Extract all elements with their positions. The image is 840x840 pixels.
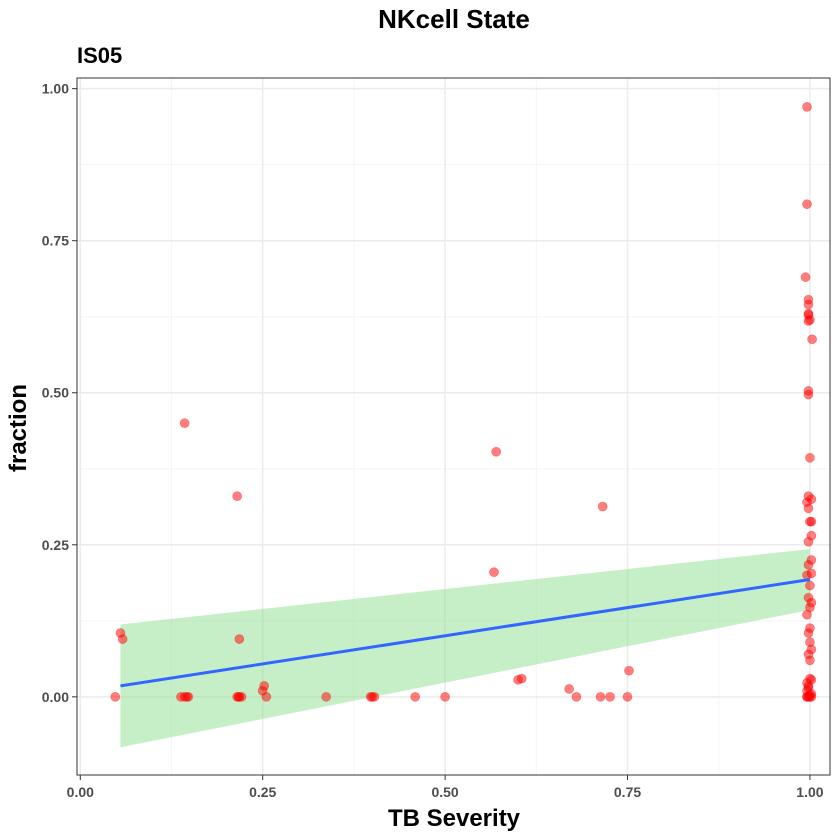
data-point bbox=[805, 655, 815, 666]
data-point bbox=[491, 446, 502, 457]
data-point bbox=[259, 680, 270, 691]
y-tick-label: 0.50 bbox=[42, 385, 69, 401]
data-point bbox=[183, 691, 194, 702]
data-point bbox=[802, 199, 812, 210]
y-axis: 0.00 0.25 0.50 0.75 1.00 bbox=[42, 81, 77, 705]
data-point bbox=[571, 691, 582, 702]
x-axis-title: TB Severity bbox=[388, 805, 521, 832]
data-point bbox=[802, 101, 812, 112]
data-point bbox=[803, 628, 814, 638]
data-point bbox=[803, 559, 814, 570]
data-point bbox=[803, 503, 814, 514]
grid-minor bbox=[77, 78, 830, 775]
data-point bbox=[234, 634, 245, 644]
panel-border bbox=[76, 77, 831, 776]
y-tick-label: 1.00 bbox=[42, 81, 69, 97]
x-axis: 0.00 0.25 0.50 0.75 1.00 bbox=[67, 775, 824, 800]
x-tick-label: 0.50 bbox=[431, 784, 458, 800]
points-layer bbox=[110, 101, 818, 702]
data-point bbox=[440, 691, 451, 702]
data-point bbox=[595, 691, 606, 702]
chart-title: NKcell State bbox=[378, 4, 530, 34]
confidence-band bbox=[120, 549, 810, 748]
data-point bbox=[605, 691, 615, 702]
y-tick-label: 0.00 bbox=[42, 689, 69, 705]
data-point bbox=[321, 691, 332, 702]
y-tick-label: 0.75 bbox=[42, 233, 69, 249]
data-point bbox=[261, 691, 272, 702]
data-point bbox=[806, 516, 817, 527]
data-point bbox=[802, 609, 812, 620]
y-axis-title: fraction bbox=[5, 384, 32, 472]
data-point bbox=[807, 334, 818, 345]
data-point bbox=[232, 491, 243, 502]
chart-subtitle: IS05 bbox=[77, 43, 122, 68]
data-point bbox=[805, 452, 815, 463]
data-point bbox=[624, 665, 634, 676]
x-tick-label: 1.00 bbox=[796, 784, 823, 800]
x-tick-label: 0.00 bbox=[67, 784, 94, 800]
data-point bbox=[410, 691, 421, 702]
data-point bbox=[489, 567, 499, 578]
data-point bbox=[516, 673, 527, 684]
data-point bbox=[117, 634, 128, 644]
data-point bbox=[236, 691, 247, 702]
data-point bbox=[803, 389, 814, 400]
data-point bbox=[597, 501, 608, 512]
data-point bbox=[803, 299, 814, 310]
data-point bbox=[803, 308, 814, 319]
data-point bbox=[805, 580, 815, 591]
x-tick-label: 0.25 bbox=[249, 784, 276, 800]
x-tick-label: 0.75 bbox=[614, 784, 641, 800]
data-point bbox=[369, 691, 380, 702]
fit-line-layer bbox=[120, 577, 811, 688]
data-point bbox=[802, 691, 812, 702]
data-point bbox=[564, 684, 575, 694]
data-point bbox=[110, 691, 121, 702]
data-point bbox=[802, 570, 812, 581]
y-tick-label: 0.25 bbox=[42, 537, 69, 553]
confidence-band-layer bbox=[120, 549, 810, 748]
data-point bbox=[800, 272, 811, 283]
data-point bbox=[622, 691, 633, 702]
data-point bbox=[179, 418, 190, 429]
data-point bbox=[806, 494, 817, 505]
data-point bbox=[803, 536, 814, 547]
fit-line bbox=[120, 577, 811, 688]
plot-panel bbox=[76, 77, 831, 776]
